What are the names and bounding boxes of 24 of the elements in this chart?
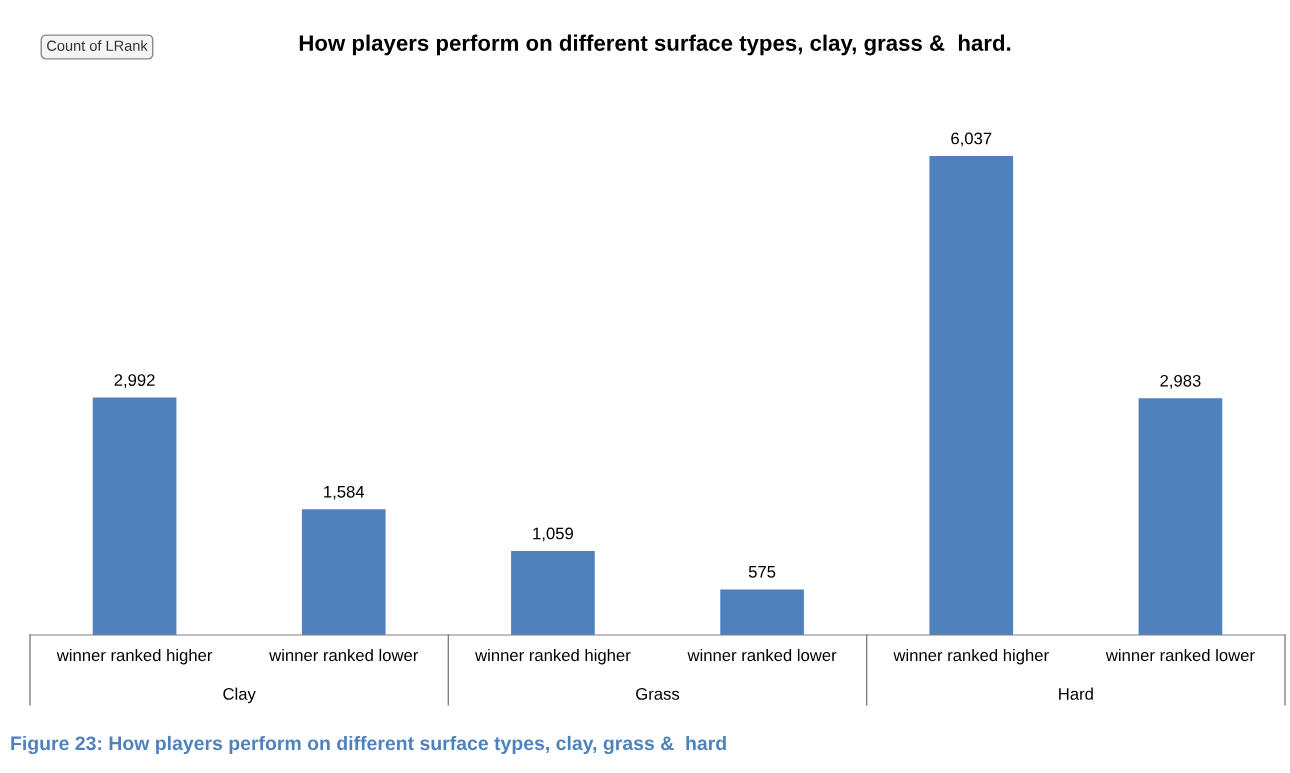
data-label: 2,983 xyxy=(1160,374,1201,389)
x-tick-label: winner ranked lower xyxy=(1105,648,1255,662)
bar xyxy=(1138,398,1223,635)
data-label: 6,037 xyxy=(951,132,992,147)
x-tick-label: winner ranked higher xyxy=(56,648,213,665)
bar xyxy=(511,550,595,635)
bar xyxy=(92,397,177,635)
data-label: 575 xyxy=(748,566,776,578)
bar xyxy=(929,155,1014,635)
data-label: 1,059 xyxy=(533,527,573,542)
x-tick-label: winner ranked higher xyxy=(475,648,631,665)
chart-title: How players perform on different surface types, clay, grass & hard. xyxy=(299,34,1011,56)
bar xyxy=(301,509,386,635)
data-label: 1,584 xyxy=(324,485,365,500)
x-tick-label: winner ranked higher xyxy=(893,648,1049,665)
text: Hard xyxy=(1059,687,1093,700)
x-tick-label: winner ranked lower xyxy=(687,648,837,662)
x-tick-label: winner ranked lower xyxy=(269,648,419,662)
text: Grass xyxy=(636,688,680,700)
bar xyxy=(720,589,804,635)
caption: Figure 23: How players perform on different surface types, clay, grass & hard xyxy=(11,735,726,755)
text: Clay xyxy=(223,687,256,704)
text: Count of LRank xyxy=(47,40,148,51)
data-label: 2,992 xyxy=(114,374,155,388)
